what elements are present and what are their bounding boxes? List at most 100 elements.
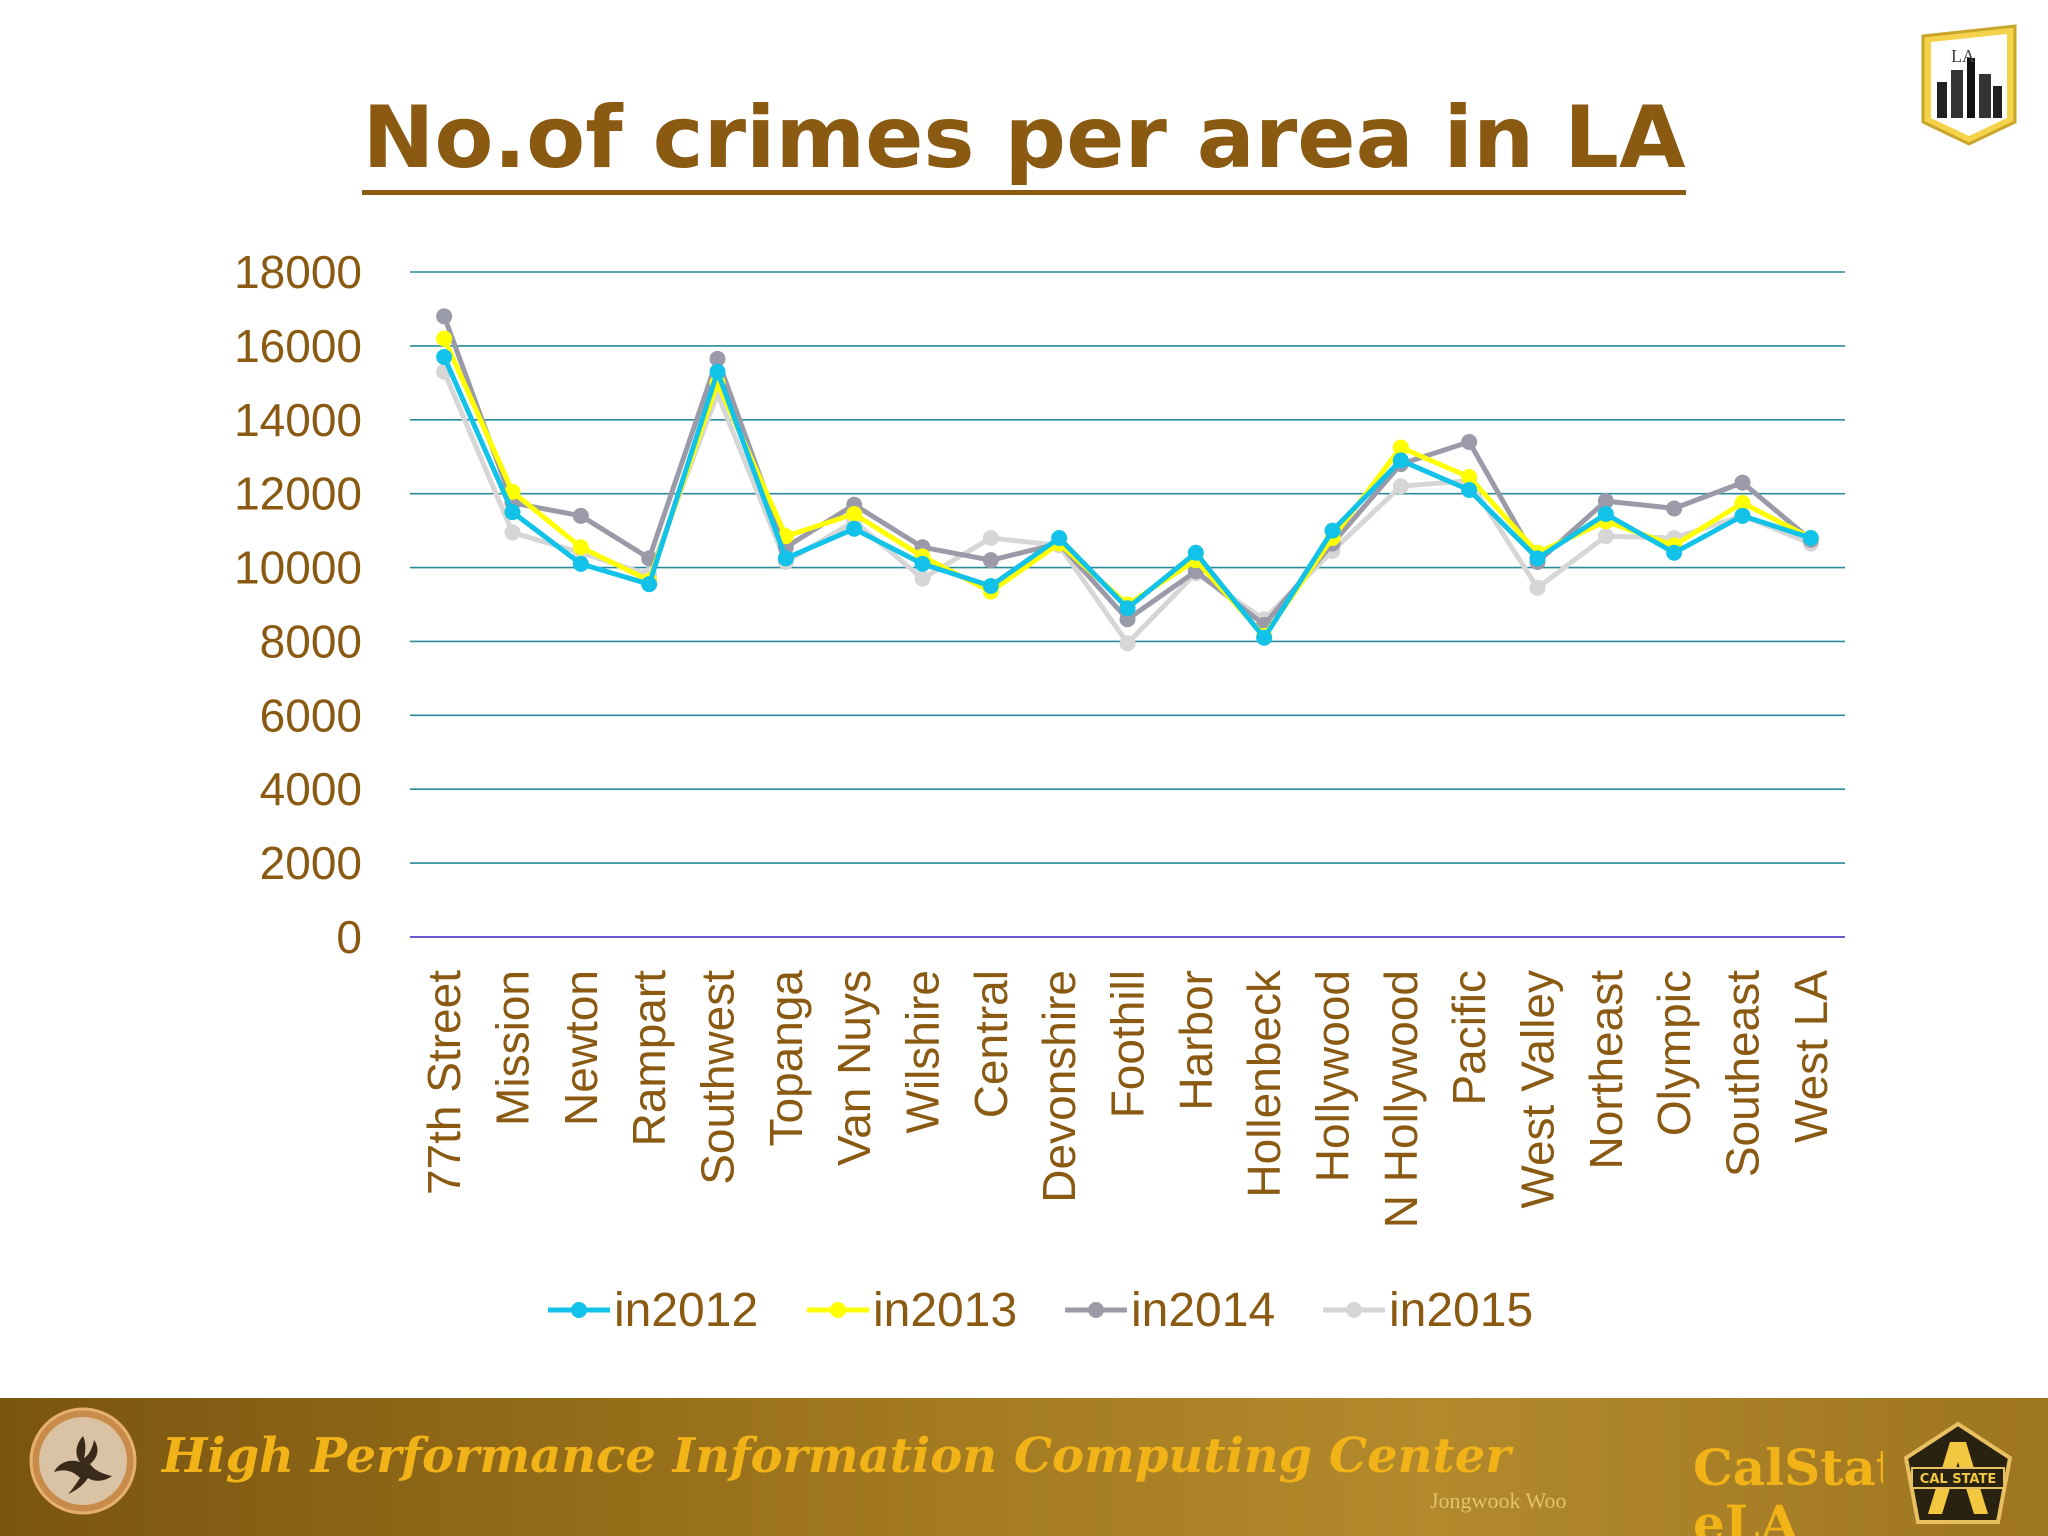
data-point-in2014 (436, 308, 453, 325)
footer-brand: CalStat eLA (1693, 1440, 1883, 1536)
data-point-in2015 (1529, 579, 1546, 596)
data-point-in2015 (1597, 528, 1614, 545)
series-in2013 (436, 330, 1819, 644)
y-tick-label: 14000 (234, 394, 362, 446)
footer-bar: High Performance Information Computing C… (0, 1398, 2048, 1536)
series-in2012 (436, 348, 1819, 646)
data-point-in2013 (436, 330, 453, 347)
footer-center-name: High Performance Information Computing C… (162, 1428, 1511, 1484)
data-point-in2012 (1597, 505, 1614, 522)
data-point-in2013 (504, 483, 521, 500)
legend-label-in2012: in2012 (614, 1284, 758, 1337)
x-tick-label: Van Nuys (828, 970, 880, 1166)
x-tick-label: Hollywood (1307, 970, 1359, 1182)
legend-label-in2014: in2014 (1131, 1284, 1275, 1337)
x-tick-label: Rampart (623, 970, 675, 1147)
y-tick-label: 0 (336, 911, 362, 963)
data-point-in2013 (846, 505, 863, 522)
x-tick-label: Devonshire (1033, 970, 1085, 1203)
legend-marker-in2015 (1346, 1302, 1362, 1318)
crime-line-chart: 0 2000 4000 6000 8000 10000 12000 14000 16000 180… (234, 246, 1845, 1337)
x-tick-label: Harbor (1170, 970, 1222, 1111)
data-point-in2015 (914, 570, 931, 587)
x-tick-label: 77th Street (418, 970, 470, 1195)
slide-title: No.of crimes per area in LA (0, 78, 2048, 198)
data-point-in2014 (1666, 500, 1683, 517)
x-tick-label: Northeast (1580, 970, 1632, 1170)
data-point-in2012 (1051, 530, 1068, 546)
x-tick-label: West Valley (1512, 970, 1564, 1209)
legend-marker-in2012 (571, 1302, 587, 1318)
x-tick-label: Wilshire (897, 970, 949, 1134)
data-point-in2012 (1324, 522, 1341, 539)
y-tick-label: 16000 (234, 320, 362, 372)
data-point-in2012 (1529, 550, 1546, 567)
y-tick-label: 8000 (260, 615, 362, 667)
y-axis-ticks: 0 2000 4000 6000 8000 10000 12000 14000 16000 180… (234, 246, 362, 963)
data-point-in2012 (641, 576, 658, 593)
data-point-in2012 (436, 348, 453, 365)
data-point-in2014 (1119, 611, 1136, 628)
data-point-in2012 (1256, 629, 1273, 646)
data-point-in2013 (1392, 439, 1409, 456)
data-point-in2012 (1187, 544, 1204, 561)
y-tick-label: 10000 (234, 542, 362, 594)
data-point-in2015 (1119, 635, 1136, 652)
data-point-in2012 (709, 363, 726, 380)
y-tick-label: 4000 (260, 763, 362, 815)
x-tick-label: Southeast (1717, 970, 1769, 1177)
data-point-in2012 (572, 555, 589, 572)
x-tick-label: N Hollywood (1375, 970, 1427, 1228)
data-point-in2012 (1119, 600, 1136, 617)
data-point-in2015 (1392, 478, 1409, 495)
data-point-in2014 (1461, 433, 1478, 450)
data-point-in2014 (709, 350, 726, 367)
data-point-in2012 (504, 504, 521, 521)
y-tick-label: 6000 (260, 689, 362, 741)
legend-marker-in2014 (1088, 1302, 1104, 1318)
data-point-in2013 (1734, 494, 1751, 511)
data-point-in2012 (777, 550, 794, 567)
data-point-in2012 (846, 520, 863, 537)
series-layer (436, 308, 1819, 652)
y-tick-label: 2000 (260, 837, 362, 889)
slide-title-text: No.of crimes per area in LA (362, 88, 1686, 195)
legend-marker-in2013 (830, 1302, 846, 1318)
data-point-in2012 (1666, 544, 1683, 561)
legend-label-in2015: in2015 (1389, 1284, 1533, 1337)
calstatela-building-logo: LA (1921, 24, 2017, 146)
x-axis-ticks: 77th Street Mission Newton Rampart Southwest… (418, 969, 1837, 1228)
x-tick-label: Mission (487, 970, 539, 1126)
y-tick-label: 18000 (234, 246, 362, 298)
x-tick-label: Olympic (1648, 970, 1700, 1136)
data-point-in2013 (572, 539, 589, 556)
data-point-in2015 (982, 530, 999, 546)
corner-logo-text: LA (1951, 46, 1975, 66)
data-point-in2014 (1597, 493, 1614, 510)
data-point-in2015 (504, 524, 521, 541)
calstate-logo-text: CAL STATE (1920, 1472, 1996, 1487)
data-point-in2013 (777, 528, 794, 545)
data-point-in2012 (982, 578, 999, 595)
x-tick-label: Topanga (760, 970, 812, 1147)
x-tick-label: West LA (1785, 970, 1837, 1143)
x-tick-label: Newton (555, 970, 607, 1126)
legend-label-in2013: in2013 (873, 1284, 1017, 1337)
y-tick-label: 12000 (234, 468, 362, 520)
x-tick-label: Hollenbeck (1238, 969, 1290, 1198)
x-tick-label: Foothill (1102, 970, 1154, 1118)
data-point-in2012 (1734, 507, 1751, 524)
data-point-in2012 (1461, 481, 1478, 498)
data-point-in2012 (1392, 452, 1409, 469)
x-tick-label: Pacific (1443, 970, 1495, 1105)
data-point-in2012 (1802, 530, 1819, 546)
data-point-in2013 (1461, 469, 1478, 486)
data-point-in2014 (1734, 474, 1751, 491)
footer-author: Jongwook Woo (1430, 1488, 1567, 1513)
legend: in2012 in2013 in2014 in2015 (548, 1284, 1533, 1337)
x-tick-label: Central (965, 970, 1017, 1118)
data-point-in2014 (982, 552, 999, 569)
data-point-in2012 (914, 555, 931, 572)
calstate-logo-icon: CAL STATE (1903, 1421, 2013, 1524)
data-point-in2014 (572, 507, 589, 524)
